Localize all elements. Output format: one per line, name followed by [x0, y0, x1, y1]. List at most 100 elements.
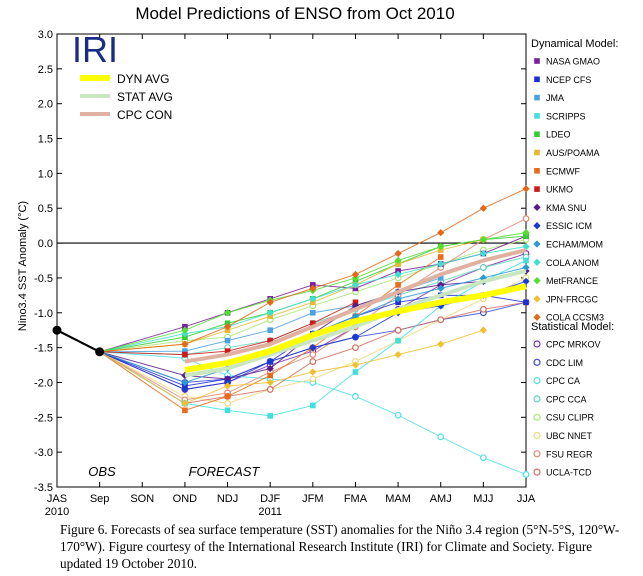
data-point-ukmo — [310, 320, 316, 327]
average-line-cpc-con — [184, 248, 527, 364]
data-point-cpc-ca — [352, 393, 359, 400]
legend-label-cdc-lim: CDC LIM — [546, 358, 583, 368]
legend-label-cpc-mrkov: CPC MRKOV — [546, 340, 601, 350]
y-tick-label: -2.0 — [34, 377, 53, 389]
y-tick-label: -3.0 — [34, 447, 53, 459]
data-point-jma — [224, 337, 231, 344]
x-tick-label: AMJ — [430, 493, 452, 505]
legend-marker-ncep-cfs — [534, 76, 540, 83]
data-point-jma — [310, 309, 316, 316]
data-point-jpn-frcgc — [223, 382, 232, 390]
data-point-metfrance — [181, 326, 189, 334]
average-legend: DYN AVG STAT AVG CPC CON — [80, 72, 173, 122]
iri-logo: IRI — [72, 29, 118, 70]
data-point-scripps — [395, 337, 401, 344]
y-tick-label: -1.5 — [34, 343, 53, 355]
data-point-cola-ccsm3 — [266, 298, 274, 306]
data-point-cpc-cca — [479, 264, 487, 271]
legend-marker-ucla-tcd — [533, 468, 541, 476]
data-point-essic-icm — [266, 357, 274, 366]
data-point-ucla-tcd — [352, 344, 359, 352]
data-point-scripps — [352, 369, 359, 375]
x-tick-label: MAM — [385, 493, 411, 505]
y-tick-label: 1.5 — [38, 134, 53, 146]
legend-label-cpc-con: CPC CON — [117, 108, 172, 122]
data-point-jpn-frcgc — [266, 378, 274, 387]
legend-label-ecmwf: ECMWF — [546, 166, 580, 176]
data-point-echam-mom — [437, 284, 445, 293]
x-tick-sublabel: 2011 — [258, 506, 282, 518]
data-point-cola-anom — [266, 309, 274, 317]
data-point-cpc-ca — [437, 433, 445, 441]
plot-area: 3.0 2.5 2.0 1.5 1.0 0.5 0.0 -0.5 -1.0 -1.5 -2.0 -2.… — [34, 29, 536, 518]
data-point-ubc-nnet — [309, 375, 317, 383]
average-line-dyn-avg — [184, 283, 527, 373]
legend-label-kma-snu: KMA SNU — [546, 203, 587, 213]
y-axis-label: Nino3.4 SST Anomaly (°C) — [17, 201, 29, 331]
x-tick-label: SON — [130, 493, 154, 505]
x-tick-label: JAS — [47, 493, 67, 505]
enso-forecast-chart: Model Predictions of ENSO from Oct 2010 … — [17, 4, 618, 518]
data-point-metfrance — [223, 309, 232, 317]
legend-marker-kma-snu — [533, 203, 541, 212]
legend-marker-aus-poama — [534, 149, 540, 156]
legend-label-echam-mom: ECHAM/MOM — [546, 240, 603, 250]
data-point-ubc-nnet — [224, 399, 231, 407]
data-point-scripps — [310, 402, 316, 409]
data-point-metfrance — [437, 242, 445, 251]
data-point-jpn-frcgc — [394, 350, 402, 359]
data-point-cola-anom — [351, 281, 360, 289]
data-point-essic-icm — [351, 333, 360, 341]
data-point-jpn-frcgc — [181, 399, 189, 408]
series-line-fsu-regr — [99, 218, 527, 401]
data-point-scripps — [224, 407, 231, 414]
chart-title: Model Predictions of ENSO from Oct 2010 — [135, 4, 454, 23]
legend-marker-echam-mom — [533, 240, 541, 248]
series-line-ukmo — [99, 301, 356, 356]
data-point-cola-ccsm3 — [181, 340, 189, 348]
data-point-ucla-tcd — [479, 305, 487, 313]
legend-marker-cdc-lim — [533, 358, 541, 366]
figure-caption: Figure 6. Forecasts of sea surface tempe… — [60, 522, 620, 571]
data-point-metfrance — [479, 235, 488, 244]
x-tick-label: Sep — [90, 493, 110, 505]
obs-point — [52, 325, 62, 335]
series-line-cola-anom — [99, 246, 527, 353]
obs-point — [95, 347, 105, 357]
x-tick-label: JJA — [517, 493, 536, 505]
data-point-echam-mom — [394, 295, 402, 303]
legend-marker-ubc-nnet — [533, 431, 541, 440]
legend-label-metfrance: MetFRANCE — [546, 276, 598, 286]
y-tick-label: 2.0 — [38, 99, 53, 111]
y-tick-label: -3.5 — [34, 482, 53, 494]
legend-marker-cpc-ca — [533, 377, 541, 385]
data-point-ecmwf — [437, 254, 444, 260]
data-point-cola-anom — [309, 295, 317, 303]
legend-label-ucla-tcd: UCLA-TCD — [546, 468, 592, 478]
data-point-ncep-cfs — [523, 299, 529, 306]
x-tick-label: NDJ — [217, 493, 238, 505]
data-point-cpc-ca — [394, 411, 402, 419]
data-point-ecmwf — [267, 372, 273, 379]
data-point-ukmo — [224, 348, 231, 354]
legend-marker-nasa-gmao — [534, 58, 540, 64]
data-point-kma-snu — [266, 364, 274, 373]
y-tick-label: 0.0 — [38, 238, 53, 250]
legend-label-essic-icm: ESSIC ICM — [546, 221, 592, 231]
legend-label-nasa-gmao: NASA GMAO — [546, 57, 600, 67]
legend-marker-metfrance — [533, 276, 541, 285]
data-point-ucla-tcd — [309, 358, 317, 365]
legend-marker-cpc-cca — [533, 395, 541, 403]
data-point-essic-icm — [309, 343, 317, 352]
data-point-cola-ccsm3 — [479, 204, 488, 212]
data-point-jma — [267, 327, 273, 333]
y-tick-label: 1.0 — [38, 168, 53, 180]
data-point-jma — [437, 275, 444, 281]
data-point-cola-ccsm3 — [394, 249, 402, 258]
legend-label-cola-ccsm3: COLA CCSM3 — [546, 313, 604, 323]
series-jpn-frcgc — [99, 326, 488, 408]
legend-marker-cola-anom — [533, 258, 541, 266]
data-point-jpn-frcgc — [351, 361, 360, 369]
x-tick-label: JFM — [302, 493, 323, 505]
x-tick-label: MJJ — [473, 493, 493, 505]
